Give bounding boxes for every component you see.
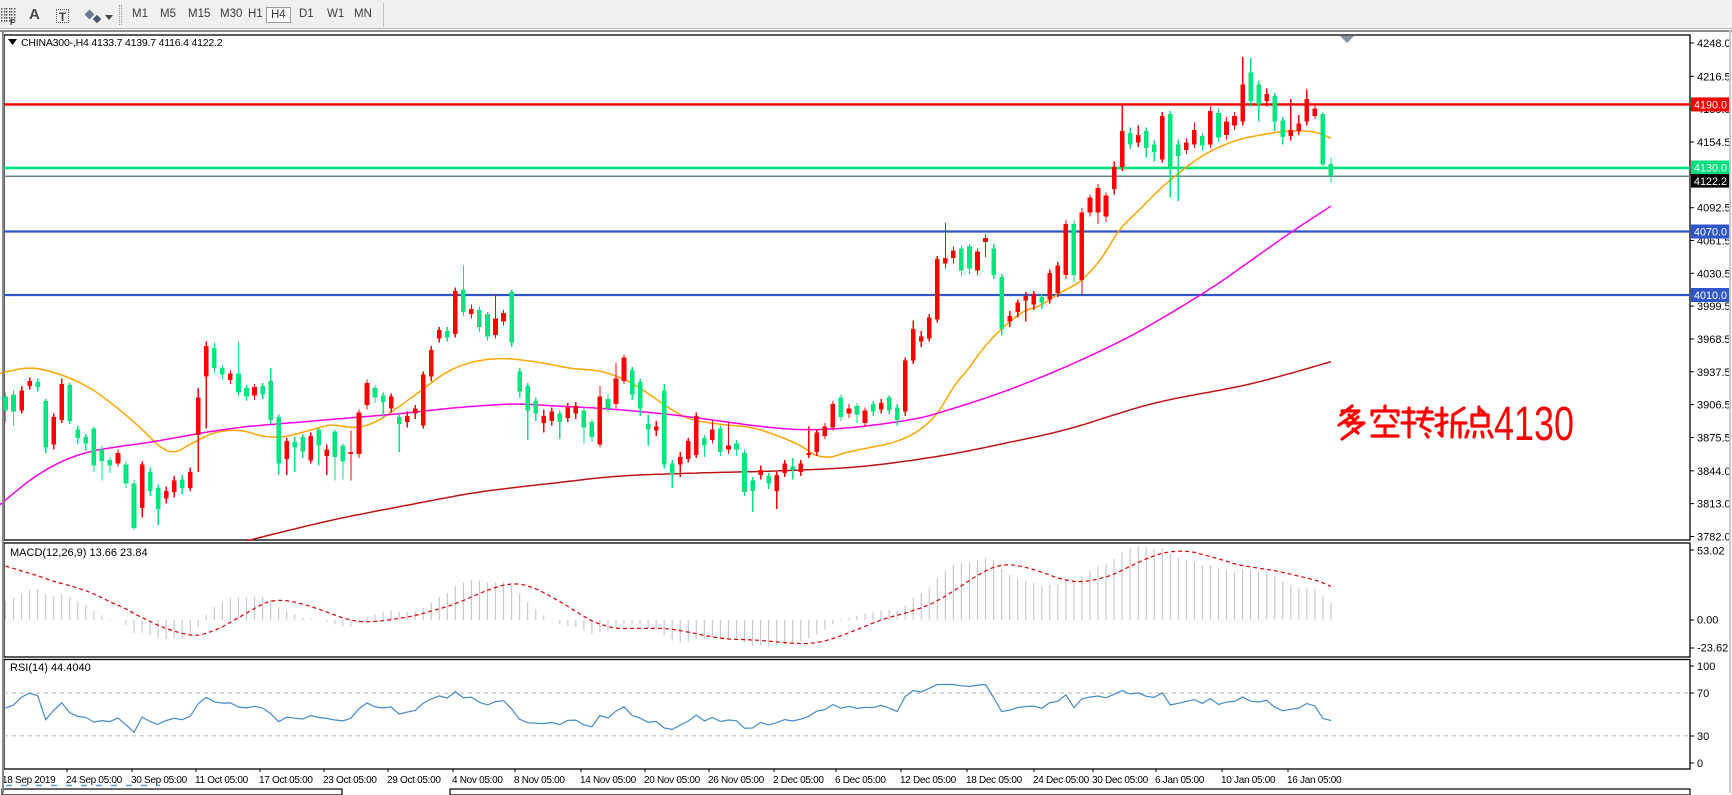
svg-text:16 Jan 05:00: 16 Jan 05:00 (1287, 775, 1342, 786)
svg-text:4248.0: 4248.0 (1697, 38, 1731, 50)
svg-text:30: 30 (1697, 731, 1709, 743)
svg-text:53.02: 53.02 (1697, 546, 1725, 558)
svg-text:3875.5: 3875.5 (1697, 433, 1731, 445)
svg-text:14 Nov 05:00: 14 Nov 05:00 (580, 775, 637, 786)
svg-text:29 Oct 05:00: 29 Oct 05:00 (387, 775, 441, 786)
svg-text:-23.62: -23.62 (1697, 643, 1728, 655)
svg-text:4130: 4130 (1494, 398, 1574, 451)
svg-text:10 Jan 05:00: 10 Jan 05:00 (1221, 775, 1276, 786)
svg-text:4092.5: 4092.5 (1697, 203, 1731, 215)
svg-text:0: 0 (1697, 758, 1703, 770)
svg-text:18 Sep 2019: 18 Sep 2019 (2, 775, 56, 786)
svg-text:RSI(14) 44.4040: RSI(14) 44.4040 (10, 662, 91, 674)
svg-text:MACD(12,26,9) 13.66 23.84: MACD(12,26,9) 13.66 23.84 (10, 547, 148, 559)
svg-text:4030.5: 4030.5 (1697, 268, 1731, 280)
svg-text:8 Nov 05:00: 8 Nov 05:00 (514, 775, 565, 786)
svg-text:4130.0: 4130.0 (1694, 163, 1727, 175)
svg-text:3782.0: 3782.0 (1697, 532, 1731, 544)
svg-text:6 Jan 05:00: 6 Jan 05:00 (1155, 775, 1205, 786)
svg-text:70: 70 (1697, 688, 1709, 700)
svg-text:3813.0: 3813.0 (1697, 499, 1731, 511)
svg-text:0.00: 0.00 (1697, 615, 1718, 627)
svg-text:4122.2: 4122.2 (1694, 176, 1727, 188)
svg-text:2 Dec 05:00: 2 Dec 05:00 (773, 775, 824, 786)
svg-text:18 Dec 05:00: 18 Dec 05:00 (966, 775, 1023, 786)
svg-text:23 Oct 05:00: 23 Oct 05:00 (323, 775, 377, 786)
svg-text:20 Nov 05:00: 20 Nov 05:00 (644, 775, 701, 786)
svg-text:F: F (10, 18, 15, 26)
svg-text:4070.0: 4070.0 (1694, 227, 1727, 239)
svg-text:4190.0: 4190.0 (1694, 100, 1727, 112)
svg-text:4 Nov 05:00: 4 Nov 05:00 (452, 775, 503, 786)
svg-text:CHINA300-,H4 4133.7 4139.7 41: CHINA300-,H4 4133.7 4139.7 4116.4 4122.2 (21, 37, 223, 49)
svg-text:24 Sep 05:00: 24 Sep 05:00 (66, 775, 123, 786)
svg-text:17 Oct 05:00: 17 Oct 05:00 (259, 775, 313, 786)
svg-text:30 Dec 05:00: 30 Dec 05:00 (1092, 775, 1149, 786)
svg-text:100: 100 (1697, 661, 1715, 673)
svg-text:4216.5: 4216.5 (1697, 71, 1731, 83)
svg-text:3968.5: 3968.5 (1697, 334, 1731, 346)
svg-text:30 Sep 05:00: 30 Sep 05:00 (131, 775, 188, 786)
svg-text:6 Dec 05:00: 6 Dec 05:00 (835, 775, 886, 786)
svg-text:3906.5: 3906.5 (1697, 400, 1731, 412)
svg-text:24 Dec 05:00: 24 Dec 05:00 (1033, 775, 1090, 786)
svg-text:12 Dec 05:00: 12 Dec 05:00 (900, 775, 957, 786)
svg-text:3999.5: 3999.5 (1697, 301, 1731, 313)
svg-text:11 Oct 05:00: 11 Oct 05:00 (195, 775, 249, 786)
svg-text:4154.5: 4154.5 (1697, 137, 1731, 149)
svg-text:3937.5: 3937.5 (1697, 367, 1731, 379)
svg-text:3844.0: 3844.0 (1697, 466, 1731, 478)
svg-text:4010.0: 4010.0 (1694, 290, 1727, 302)
svg-text:26 Nov 05:00: 26 Nov 05:00 (708, 775, 765, 786)
